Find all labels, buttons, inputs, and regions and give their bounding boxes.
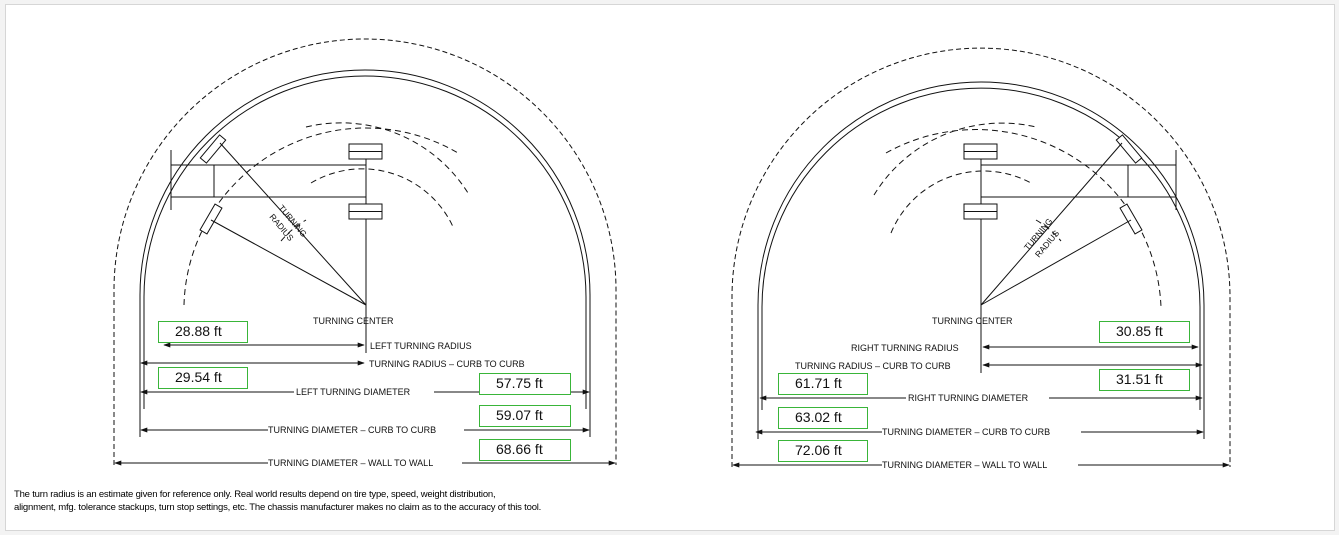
right-diameter-curb-label: TURNING DIAMETER – CURB TO CURB (882, 427, 1050, 437)
left-tire-arc-2 (305, 122, 469, 194)
right-tire-arc-4 (1035, 219, 1062, 242)
right-turning-center-label: TURNING CENTER (932, 316, 1013, 326)
left-front-tire-bottom (199, 203, 223, 235)
left-wall-to-wall-value: 68.66 ft (479, 439, 571, 461)
left-diameter-curb-value: 59.07 ft (479, 405, 571, 427)
left-turning-diameter-value: 57.75 ft (479, 373, 571, 395)
left-wall-arc (113, 38, 617, 465)
left-wall-to-wall-label: TURNING DIAMETER – WALL TO WALL (268, 458, 433, 468)
disclaimer-line-1: The turn radius is an estimate given for… (14, 489, 496, 500)
left-turning-radius-label: LEFT TURNING RADIUS (370, 341, 472, 351)
left-radius-curb-label: TURNING RADIUS – CURB TO CURB (369, 359, 525, 369)
right-front-tire-top (1115, 134, 1143, 164)
right-radius-curb-value: 31.51 ft (1099, 369, 1190, 391)
left-turn-diagram (113, 38, 617, 466)
right-front-tire-bottom (1119, 203, 1143, 235)
left-tire-arc-1 (183, 127, 459, 306)
left-turning-radius-value: 28.88 ft (158, 321, 248, 343)
right-turn-diagram (731, 47, 1231, 468)
left-turning-diameter-label: LEFT TURNING DIAMETER (296, 387, 411, 397)
right-turning-diameter-label: RIGHT TURNING DIAMETER (908, 393, 1029, 403)
left-curb-arc-outer (139, 69, 591, 437)
right-turning-radius-label: RIGHT TURNING RADIUS (851, 343, 959, 353)
right-turning-radius-value: 30.85 ft (1099, 321, 1190, 343)
right-turning-diameter-value: 61.71 ft (778, 373, 868, 395)
right-tire-arc-2 (873, 122, 1037, 196)
left-diameter-curb-label: TURNING DIAMETER – CURB TO CURB (268, 425, 436, 435)
right-curb-arc-inner (761, 87, 1201, 410)
disclaimer-line-2: alignment, mfg. tolerance stackups, turn… (14, 502, 542, 513)
disclaimer: The turn radius is an estimate given for… (14, 488, 1014, 514)
right-curb-arc-outer (757, 81, 1205, 439)
right-tire-arc-3 (890, 170, 1032, 234)
turn-radius-panel: TURNING CENTER TURNING RADIUS LEFT TURNI… (5, 4, 1335, 531)
right-wall-to-wall-value: 72.06 ft (778, 440, 868, 462)
left-front-tire-top (199, 134, 227, 164)
right-wall-arc (731, 47, 1231, 467)
left-turning-center-label: TURNING CENTER (313, 316, 394, 326)
turning-diagrams: TURNING CENTER TURNING RADIUS LEFT TURNI… (113, 38, 1231, 470)
right-diameter-curb-value: 63.02 ft (778, 407, 868, 429)
right-tire-arc-1 (885, 129, 1162, 308)
right-radius-curb-label: TURNING RADIUS – CURB TO CURB (795, 361, 951, 371)
left-tire-arc-4 (280, 219, 307, 242)
left-radius-curb-value: 29.54 ft (158, 367, 248, 389)
left-diagram-labels: TURNING CENTER TURNING RADIUS LEFT TURNI… (267, 203, 524, 468)
left-tire-arc-3 (310, 168, 455, 230)
left-curb-arc-inner (143, 75, 587, 409)
right-wall-to-wall-label: TURNING DIAMETER – WALL TO WALL (882, 460, 1047, 470)
